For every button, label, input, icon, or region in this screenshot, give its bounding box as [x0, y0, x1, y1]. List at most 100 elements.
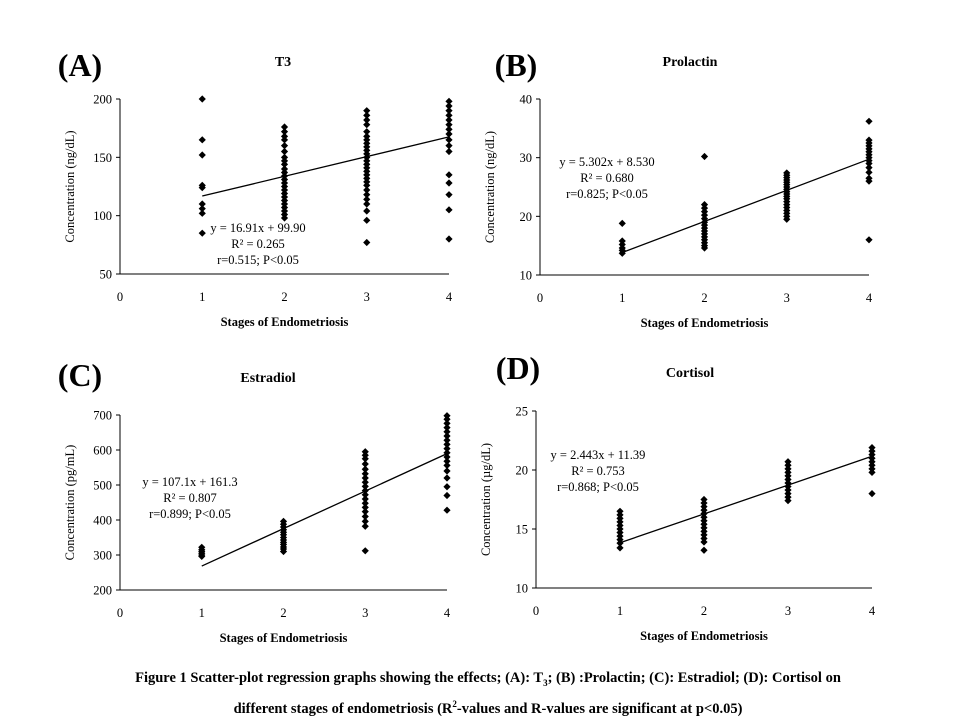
- x-tick-label: 2: [280, 606, 286, 620]
- x-tick-label: 3: [364, 290, 370, 304]
- data-point: [868, 468, 876, 476]
- data-point: [443, 461, 451, 469]
- data-point: [363, 238, 371, 247]
- y-axis-label: Concentration (ng/dL): [483, 131, 497, 243]
- data-point: [616, 539, 624, 547]
- x-tick-label: 0: [117, 290, 123, 304]
- regression-annotation: y = 107.1x + 161.3: [142, 475, 237, 489]
- y-tick-label: 150: [93, 151, 112, 165]
- x-tick-label: 3: [784, 291, 790, 305]
- data-point: [443, 415, 451, 423]
- data-point: [865, 168, 873, 176]
- chart-panel-a: (A) T3 50 100 150 200 0 1 2 3 4 Stages of Endometri…: [58, 47, 453, 329]
- panel-label: (C): [58, 357, 102, 393]
- y-axis-label: Concentration (µg/dL): [479, 443, 493, 556]
- data-point: [445, 102, 453, 110]
- y-tick-label: 200: [93, 584, 112, 598]
- data-point: [445, 142, 453, 150]
- data-point: [443, 428, 451, 436]
- data-point: [361, 547, 369, 555]
- data-point: [361, 495, 369, 503]
- data-point: [363, 128, 371, 136]
- x-tick-label: 0: [533, 604, 539, 618]
- data-point: [783, 215, 791, 223]
- data-point: [443, 440, 451, 448]
- x-tick-label: 3: [785, 604, 791, 618]
- data-point: [198, 205, 206, 213]
- data-point: [865, 236, 873, 244]
- data-point: [361, 499, 369, 507]
- x-tick-label: 1: [199, 290, 205, 304]
- data-point: [198, 552, 206, 560]
- y-axis-label: Concentration (ng/dL): [63, 130, 77, 242]
- data-point: [361, 517, 369, 525]
- y-tick-label: 10: [520, 269, 533, 283]
- data-point: [443, 419, 451, 427]
- data-point: [280, 147, 289, 156]
- data-point: [363, 191, 371, 199]
- y-tick-label: 30: [520, 151, 533, 165]
- data-point: [700, 538, 708, 546]
- chart-panel-b: (B) Prolactin 10 20 30 40 0 1 2 3 4 Stages of Endom…: [483, 47, 873, 330]
- data-point: [361, 465, 369, 473]
- data-point: [361, 470, 369, 478]
- y-tick-label: 10: [516, 582, 529, 596]
- data-point: [865, 177, 873, 185]
- data-point: [445, 147, 453, 156]
- trendline: [619, 455, 873, 544]
- data-point: [445, 107, 453, 115]
- data-point: [363, 186, 371, 194]
- data-point: [445, 111, 453, 119]
- data-point: [363, 200, 371, 208]
- regression-annotation: y = 2.443x + 11.39: [551, 448, 646, 462]
- data-point: [280, 123, 289, 131]
- data-point: [445, 97, 453, 105]
- x-axis-label: Stages of Endometriosis: [221, 315, 349, 329]
- y-tick-label: 300: [93, 549, 112, 563]
- data-point: [443, 436, 451, 444]
- data-point: [443, 506, 451, 514]
- x-tick-label: 0: [117, 606, 123, 620]
- y-tick-label: 700: [93, 409, 112, 423]
- data-point: [363, 181, 371, 189]
- data-point: [361, 508, 369, 516]
- data-point: [280, 214, 289, 222]
- y-tick-label: 200: [93, 93, 112, 107]
- x-tick-label: 2: [281, 290, 287, 304]
- data-point: [361, 478, 369, 486]
- data-point: [445, 121, 453, 129]
- data-point: [363, 121, 371, 129]
- caption-line2-b: -values and R-values are significant at …: [456, 700, 743, 717]
- data-point: [363, 107, 371, 115]
- data-point: [445, 191, 453, 199]
- x-tick-label: 1: [199, 606, 205, 620]
- data-point: [700, 244, 709, 252]
- data-point: [616, 544, 624, 552]
- data-point: [361, 455, 369, 463]
- data-point: [445, 125, 453, 133]
- regression-annotation: r=0.825; P<0.05: [566, 187, 648, 201]
- data-point: [443, 432, 451, 440]
- y-tick-label: 500: [93, 479, 112, 493]
- caption-line2-a: different stages of endometriosis (R: [233, 700, 453, 717]
- chart-title: T3: [275, 55, 291, 70]
- regression-annotation: R² = 0.265: [231, 237, 285, 251]
- trendline: [202, 136, 450, 197]
- chart-panel-c: (C) Estradiol 200 300 400 500 600 700 0 1 2 3 4 Stage…: [58, 357, 451, 645]
- data-point: [361, 482, 369, 490]
- data-point: [700, 152, 709, 161]
- data-point: [280, 136, 289, 144]
- x-tick-label: 4: [866, 291, 873, 305]
- data-point: [361, 474, 369, 482]
- data-point: [198, 184, 206, 192]
- y-tick-label: 50: [100, 268, 113, 282]
- data-point: [363, 207, 371, 215]
- regression-annotation: y = 16.91x + 99.90: [210, 221, 305, 235]
- panel-label: (D): [496, 350, 540, 386]
- data-point: [443, 424, 451, 432]
- x-tick-label: 0: [537, 291, 543, 305]
- regression-annotation: r=0.868; P<0.05: [557, 480, 639, 494]
- data-point: [363, 116, 371, 124]
- panel-label: (A): [58, 47, 102, 83]
- data-point: [443, 445, 451, 453]
